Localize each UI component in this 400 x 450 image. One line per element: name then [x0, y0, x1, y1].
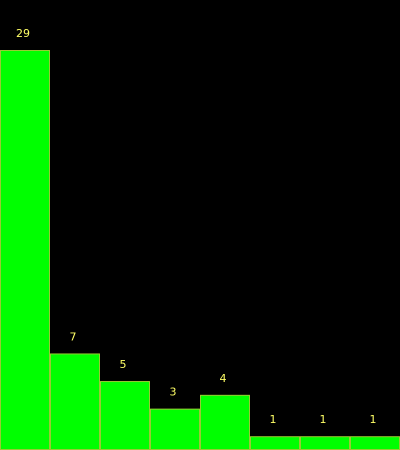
bar-5 — [200, 394, 250, 450]
bar-value-label-6: 1 — [270, 413, 277, 426]
bar-2 — [50, 353, 100, 450]
bar-value-label-4: 3 — [170, 386, 177, 399]
bar-7 — [300, 436, 350, 450]
bar-6 — [250, 436, 300, 450]
bar-value-label-7: 1 — [320, 413, 327, 426]
bar-3 — [100, 381, 150, 450]
bar-value-label-8: 1 — [370, 413, 377, 426]
bar-value-label-3: 5 — [120, 358, 127, 371]
bar-1 — [0, 50, 50, 450]
bar-8 — [350, 436, 400, 450]
bar-value-label-5: 4 — [220, 372, 227, 385]
bar-value-label-1: 29 — [16, 27, 30, 40]
bar-value-label-2: 7 — [70, 330, 77, 343]
bar-4 — [150, 408, 200, 450]
